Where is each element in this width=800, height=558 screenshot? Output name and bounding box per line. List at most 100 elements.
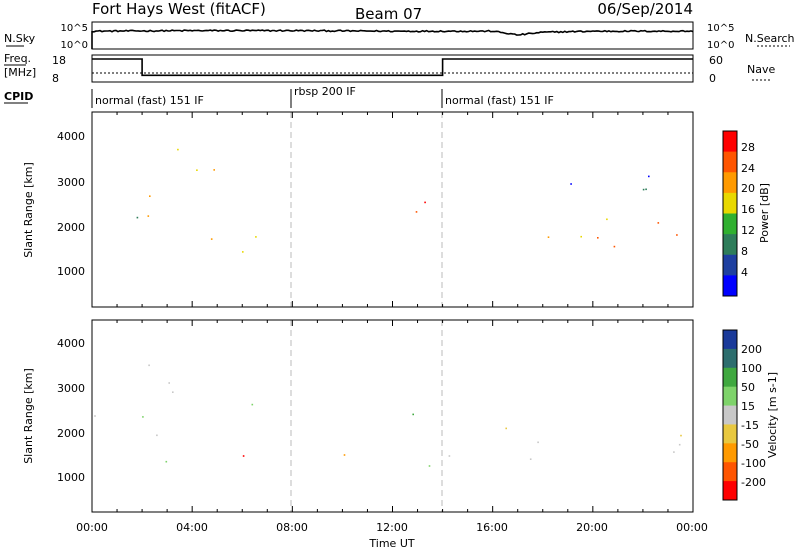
freq-label: Freq.	[4, 52, 31, 65]
power-cell	[597, 237, 599, 239]
freq-series-line	[92, 58, 693, 77]
velocity-colorbar-segment	[723, 443, 737, 463]
noise-right-label: N.Search	[745, 32, 795, 45]
freq-panel: Freq. [MHz] 18 8 60 0 Nave	[4, 52, 775, 85]
power-colorbar-segment	[723, 254, 737, 276]
velocity-colorbar-segment	[723, 348, 737, 369]
velocity-colorbar-label: Velocity [m s-1]	[766, 372, 779, 458]
velocity-data-layer	[94, 364, 682, 467]
cpid-segment-3: normal (fast) 151 IF	[445, 94, 554, 107]
cpid-label: CPID	[4, 90, 33, 103]
power-colorbar-label: Power [dB]	[758, 183, 771, 243]
power-cell	[606, 218, 608, 221]
power-cbar-tick-16: 16	[741, 203, 755, 216]
xtick-1600: 16:00	[476, 521, 508, 534]
power-ytick-1000: 1000	[57, 265, 85, 278]
xtick-0000: 00:00	[76, 521, 108, 534]
velocity-colorbar	[723, 330, 737, 501]
xtick-0800: 08:00	[276, 521, 308, 534]
vel-cbar-tick-100: 100	[741, 362, 762, 375]
power-cell	[242, 251, 244, 253]
velocity-cell	[142, 416, 144, 418]
station-title: Fort Hays West (fitACF)	[92, 0, 266, 18]
freq-right-tick-bottom: 0	[709, 72, 716, 85]
vel-cbar-tick-neg50: -50	[741, 438, 759, 451]
vel-cbar-tick-200: 200	[741, 343, 762, 356]
power-cell	[648, 175, 650, 178]
power-colorbar-segment	[723, 234, 737, 256]
velocity-cell	[529, 458, 532, 460]
power-ylabel: Slant Range [km]	[22, 162, 35, 258]
vel-ytick-4000: 4000	[57, 337, 85, 350]
power-colorbar-segment	[723, 172, 737, 194]
velocity-colorbar-segment	[723, 386, 737, 407]
vel-cbar-tick-neg200: -200	[741, 476, 766, 489]
velocity-cell	[412, 413, 414, 416]
noise-left-tick-bottom: 10^0	[61, 40, 88, 51]
power-cbar-tick-20: 20	[741, 182, 755, 195]
xtick-1200: 12:00	[376, 521, 408, 534]
velocity-cell	[251, 403, 254, 406]
velocity-colorbar-segment	[723, 367, 737, 388]
velocity-cell	[678, 443, 681, 446]
noise-series-line	[91, 29, 694, 49]
velocity-cell	[156, 434, 158, 437]
date-title: 06/Sep/2014	[597, 0, 693, 18]
vel-cbar-tick-15: 15	[741, 400, 755, 413]
power-colorbar-segment	[723, 213, 737, 235]
vel-ytick-2000: 2000	[57, 427, 85, 440]
power-colorbar-segment	[723, 151, 737, 173]
vel-cbar-tick-50: 50	[741, 381, 755, 394]
power-cell	[657, 222, 660, 224]
velocity-cell	[168, 382, 170, 384]
vel-cbar-tick-neg100: -100	[741, 457, 766, 470]
velocity-cell	[428, 465, 431, 467]
power-cell	[149, 195, 151, 197]
velocity-cell	[343, 454, 346, 456]
freq-left-tick-top: 18	[52, 54, 66, 67]
power-ytick-3000: 3000	[57, 176, 85, 189]
velocity-cell	[673, 451, 675, 453]
power-data-layer	[136, 148, 678, 253]
velocity-colorbar-segment	[723, 462, 737, 482]
vel-cbar-tick-neg15: -15	[741, 419, 759, 432]
power-cbar-tick-8: 8	[741, 245, 748, 258]
velocity-cell	[172, 391, 174, 393]
power-cbar-tick-28: 28	[741, 141, 755, 154]
xtick-0400: 04:00	[176, 521, 208, 534]
velocity-colorbar-segment	[723, 330, 737, 350]
power-cell	[255, 236, 257, 238]
velocity-cell	[537, 441, 539, 444]
power-colorbar-segment	[723, 131, 737, 153]
power-cell	[136, 216, 139, 219]
power-panel: 4000 3000 2000 1000 Slant Range [km] Pow…	[22, 111, 771, 308]
power-colorbar-segment	[723, 192, 737, 214]
velocity-panel: 4000 3000 2000 1000 Slant Range [km] Vel…	[22, 319, 779, 513]
power-cbar-tick-4: 4	[741, 266, 748, 279]
xtick-2400: 00:00	[676, 521, 708, 534]
cpid-panel: CPID normal (fast) 151 IF rbsp 200 IF no…	[4, 85, 554, 108]
power-cell	[210, 238, 213, 240]
power-cell	[642, 188, 645, 191]
noise-left-tick-top: 10^5	[61, 23, 88, 34]
noise-panel: N.Sky 10^5 10^0 10^5 10^0 N.Search	[4, 21, 795, 51]
xtick-2000: 20:00	[576, 521, 608, 534]
power-cell	[177, 148, 179, 151]
velocity-cell	[94, 415, 96, 417]
velocity-cell	[680, 434, 682, 437]
power-cell	[676, 234, 678, 236]
freq-unit-label: [MHz]	[4, 66, 36, 79]
power-cell	[547, 236, 550, 238]
vel-ylabel: Slant Range [km]	[22, 368, 35, 464]
power-colorbar-segment	[723, 275, 737, 297]
power-cell	[424, 201, 426, 204]
power-cell	[213, 169, 215, 171]
power-cell	[645, 188, 647, 191]
power-cell	[570, 183, 572, 185]
velocity-colorbar-segment	[723, 424, 737, 444]
power-cbar-tick-12: 12	[741, 224, 755, 237]
beam-title: Beam 07	[355, 5, 422, 23]
power-cell	[415, 211, 418, 213]
velocity-colorbar-segment	[723, 481, 737, 501]
